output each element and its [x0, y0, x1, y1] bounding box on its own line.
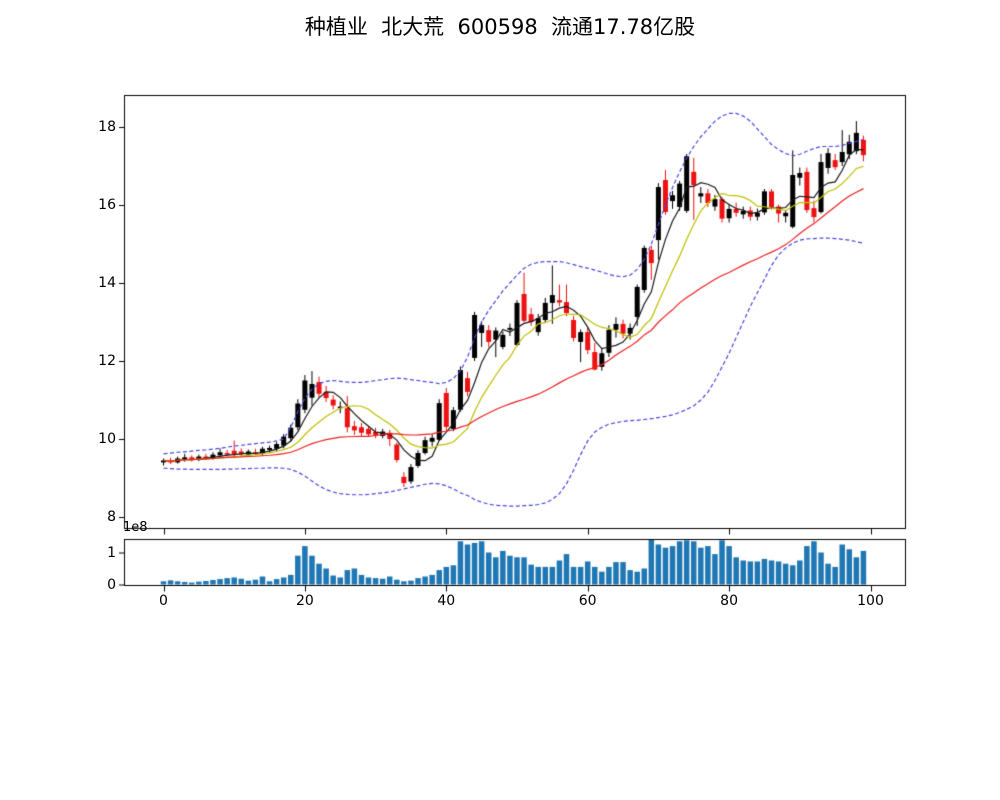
x-tick-label: 0 [159, 593, 168, 609]
x-tick-label: 60 [578, 593, 597, 609]
x-tick-label: 80 [720, 593, 738, 609]
price-ytick-label: 10 [98, 431, 116, 447]
price-ytick-label: 12 [98, 353, 116, 369]
volume-unit-offset-label: 1e8 [123, 520, 148, 535]
price-ytick-label: 14 [98, 275, 116, 291]
volume-ytick-label: 0 [107, 576, 116, 593]
x-tick-label: 100 [857, 593, 884, 609]
x-tick-label: 40 [437, 593, 456, 609]
price-ytick-label: 8 [107, 509, 116, 525]
volume-ytick-label: 1 [107, 544, 116, 561]
chart-title: 种植业 北大荒 600598 流通17.78亿股 [304, 15, 696, 39]
price-ytick-label: 18 [98, 119, 116, 135]
price-ytick-label: 16 [98, 197, 116, 213]
x-tick-label: 20 [295, 593, 314, 609]
